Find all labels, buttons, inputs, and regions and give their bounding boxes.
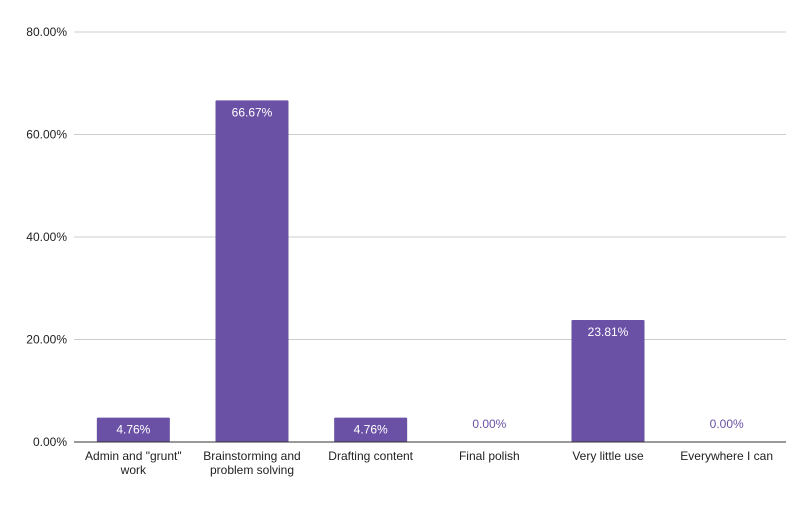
x-tick-label: Very little use bbox=[572, 449, 644, 463]
x-tick-label-line: Very little use bbox=[572, 449, 644, 463]
y-tick-label: 80.00% bbox=[26, 25, 67, 39]
value-labels-layer: 4.76% 66.67% 4.76% 0.00% 23.81% 0.00% bbox=[116, 105, 744, 436]
x-tick-label-line: Brainstorming and bbox=[203, 449, 300, 463]
x-tick-label-line: Drafting content bbox=[328, 449, 413, 463]
x-tick-label: Final polish bbox=[459, 449, 520, 463]
y-tick-label: 0.00% bbox=[33, 435, 67, 449]
x-tick-label-line: work bbox=[120, 463, 147, 477]
bar bbox=[215, 100, 289, 442]
bar bbox=[571, 319, 645, 442]
data-label: 0.00% bbox=[710, 417, 744, 431]
x-tick-label: Everywhere I can bbox=[680, 449, 773, 463]
x-tick-label: Drafting content bbox=[328, 449, 413, 463]
data-label: 23.81% bbox=[588, 325, 629, 339]
data-label: 0.00% bbox=[472, 417, 506, 431]
y-tick-label: 20.00% bbox=[26, 333, 67, 347]
y-tick-label: 60.00% bbox=[26, 128, 67, 142]
bar bbox=[334, 417, 408, 442]
y-axis: 0.00% 20.00% 40.00% 60.00% 80.00% bbox=[26, 25, 67, 449]
x-tick-label-line: Everywhere I can bbox=[680, 449, 773, 463]
x-tick-label: Admin and "grunt" work bbox=[85, 449, 182, 477]
x-tick-label: Brainstorming and problem solving bbox=[203, 449, 300, 477]
y-tick-label: 40.00% bbox=[26, 230, 67, 244]
x-tick-label-line: problem solving bbox=[210, 463, 294, 477]
grid-layer bbox=[74, 31, 786, 340]
x-axis: Admin and "grunt" work Brainstorming and pr… bbox=[74, 441, 786, 477]
bars-layer bbox=[96, 100, 645, 442]
bar bbox=[96, 417, 170, 442]
data-label: 4.76% bbox=[116, 423, 150, 437]
x-tick-label-line: Admin and "grunt" bbox=[85, 449, 182, 463]
data-label: 66.67% bbox=[232, 105, 273, 119]
data-label: 4.76% bbox=[354, 423, 388, 437]
x-tick-label-line: Final polish bbox=[459, 449, 520, 463]
